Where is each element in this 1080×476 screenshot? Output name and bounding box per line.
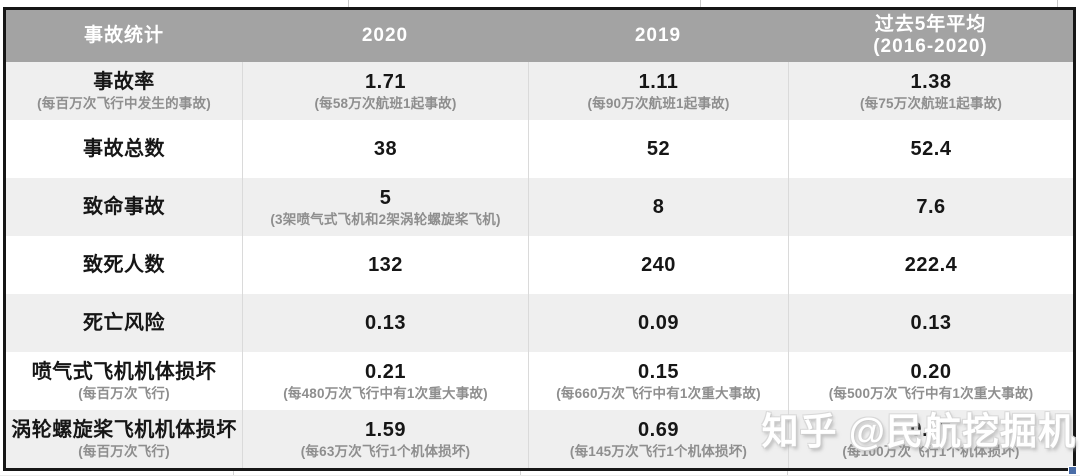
cell-2020: 1.59 (每63万次飞行1个机体损坏) bbox=[242, 410, 528, 468]
gridline-stub bbox=[700, 0, 701, 7]
cell-note: (每145万次飞行1个机体损坏) bbox=[569, 443, 748, 459]
cell-2019: 0.09 bbox=[528, 294, 788, 352]
table-row-turboprop-hull-losses: 涡轮螺旋桨飞机机体损坏 (每百万次飞行) 1.59 (每63万次飞行1个机体损坏… bbox=[6, 410, 1073, 468]
cell-value: 0.69 bbox=[638, 418, 679, 441]
zhihu-watermark: 知乎 @民航挖掘机 bbox=[761, 411, 1076, 452]
header-col-5yr-avg: 过去5年平均 (2016-2020) bbox=[788, 10, 1073, 62]
cell-value: 132 bbox=[368, 253, 403, 276]
row-label-note: (每百万次飞行中发生的事故) bbox=[37, 95, 211, 111]
table-row-fatal-accidents: 致命事故 5 (3架喷气式飞机和2架涡轮螺旋桨飞机) 8 7.6 bbox=[6, 178, 1073, 236]
cell-5yr-avg: 0.97 (每100万次飞行1个机体损坏) bbox=[788, 410, 1073, 468]
cell-value: 0.21 bbox=[365, 360, 406, 383]
row-label: 涡轮螺旋桨飞机机体损坏 bbox=[11, 418, 237, 441]
cell-2020: 0.21 (每480万次飞行中有1次重大事故) bbox=[242, 352, 528, 410]
table-row-total-accidents: 事故总数 38 52 52.4 bbox=[6, 120, 1073, 178]
row-label-cell: 致死人数 bbox=[6, 236, 242, 294]
cell-value: 0.09 bbox=[638, 311, 679, 334]
gridline-stub bbox=[787, 471, 788, 476]
cell-value: 0.20 bbox=[910, 360, 952, 383]
row-label-cell: 死亡风险 bbox=[6, 294, 242, 352]
cell-value: 38 bbox=[373, 137, 398, 160]
row-label: 致死人数 bbox=[83, 253, 165, 276]
cell-5yr-avg: 222.4 bbox=[788, 236, 1073, 294]
cell-value: 0.13 bbox=[910, 311, 952, 334]
table-header-row: 事故统计 2020 2019 过去5年平均 (2016-2020) bbox=[6, 10, 1073, 62]
cell-2019: 8 bbox=[528, 178, 788, 236]
cell-5yr-avg: 0.20 (每500万次飞行中有1次重大事故) bbox=[788, 352, 1073, 410]
accident-statistics-table: 事故统计 2020 2019 过去5年平均 (2016-2020) 事故率 (每… bbox=[3, 7, 1076, 471]
cell-2019: 1.11 (每90万次航班1起事故) bbox=[528, 62, 788, 120]
selection-fill-handle[interactable] bbox=[1068, 466, 1077, 475]
gridline-stub bbox=[520, 471, 521, 476]
cell-note: (每480万次飞行中有1次重大事故) bbox=[283, 385, 488, 401]
cell-value: 5 bbox=[379, 186, 392, 209]
header-col-2019-label: 2019 bbox=[634, 25, 682, 47]
cell-value: 52 bbox=[646, 137, 671, 160]
cell-note: (每90万次航班1起事故) bbox=[587, 95, 730, 111]
cell-note: (每63万次飞行1个机体损坏) bbox=[300, 443, 471, 459]
cell-value: 7.6 bbox=[916, 195, 946, 218]
cell-2019: 0.69 (每145万次飞行1个机体损坏) bbox=[528, 410, 788, 468]
cell-value: 1.59 bbox=[365, 418, 406, 441]
cell-note: (3架喷气式飞机和2架涡轮螺旋桨飞机) bbox=[270, 211, 501, 227]
cell-note: (每75万次航班1起事故) bbox=[859, 95, 1003, 111]
table-row-fatality-risk: 死亡风险 0.13 0.09 0.13 bbox=[6, 294, 1073, 352]
header-col-stats: 事故统计 bbox=[6, 10, 242, 62]
cell-2020: 132 bbox=[242, 236, 528, 294]
header-col-stats-label: 事故统计 bbox=[83, 25, 164, 47]
header-col-5yr-avg-label: 过去5年平均 bbox=[874, 14, 987, 36]
header-col-2019: 2019 bbox=[528, 10, 788, 62]
row-label-cell: 事故总数 bbox=[6, 120, 242, 178]
table-row-accident-rate: 事故率 (每百万次飞行中发生的事故) 1.71 (每58万次航班1起事故) 1.… bbox=[6, 62, 1073, 120]
cell-note: (每660万次飞行中有1次重大事故) bbox=[556, 385, 761, 401]
gridline-stub bbox=[1057, 0, 1058, 7]
row-label-note: (每百万次飞行) bbox=[78, 385, 170, 401]
row-label: 死亡风险 bbox=[83, 311, 165, 334]
cell-value: 1.38 bbox=[910, 70, 952, 93]
header-col-2020-label: 2020 bbox=[361, 25, 409, 47]
cell-5yr-avg: 7.6 bbox=[788, 178, 1073, 236]
cell-2020: 0.13 bbox=[242, 294, 528, 352]
cell-value: 1.11 bbox=[638, 70, 679, 93]
row-label: 事故总数 bbox=[83, 137, 165, 160]
cell-5yr-avg: 0.13 bbox=[788, 294, 1073, 352]
header-col-2020: 2020 bbox=[242, 10, 528, 62]
cell-note: (每58万次航班1起事故) bbox=[314, 95, 457, 111]
cell-2020: 38 bbox=[242, 120, 528, 178]
row-label-cell: 致命事故 bbox=[6, 178, 242, 236]
gridline-stub bbox=[233, 471, 234, 476]
gridline-stub bbox=[348, 0, 349, 7]
cell-value: 1.71 bbox=[365, 70, 406, 93]
cell-2019: 52 bbox=[528, 120, 788, 178]
cell-5yr-avg: 1.38 (每75万次航班1起事故) bbox=[788, 62, 1073, 120]
table-row-fatalities: 致死人数 132 240 222.4 bbox=[6, 236, 1073, 294]
cell-value: 222.4 bbox=[904, 253, 958, 276]
cell-2019: 240 bbox=[528, 236, 788, 294]
cell-2020: 1.71 (每58万次航班1起事故) bbox=[242, 62, 528, 120]
cell-2019: 0.15 (每660万次飞行中有1次重大事故) bbox=[528, 352, 788, 410]
cell-value: 0.15 bbox=[638, 360, 679, 383]
cell-value: 52.4 bbox=[910, 137, 952, 160]
cell-note: (每500万次飞行中有1次重大事故) bbox=[828, 385, 1034, 401]
row-label: 喷气式飞机机体损坏 bbox=[31, 360, 217, 383]
cell-2020: 5 (3架喷气式飞机和2架涡轮螺旋桨飞机) bbox=[242, 178, 528, 236]
cell-value: 0.97 bbox=[910, 418, 952, 441]
row-label-cell: 涡轮螺旋桨飞机机体损坏 (每百万次飞行) bbox=[6, 410, 242, 468]
row-label-note: (每百万次飞行) bbox=[78, 443, 170, 459]
cell-5yr-avg: 52.4 bbox=[788, 120, 1073, 178]
cell-value: 240 bbox=[641, 253, 676, 276]
row-label: 致命事故 bbox=[83, 195, 165, 218]
row-label-cell: 喷气式飞机机体损坏 (每百万次飞行) bbox=[6, 352, 242, 410]
cell-value: 0.13 bbox=[365, 311, 406, 334]
cell-note: (每100万次飞行1个机体损坏) bbox=[842, 443, 1020, 459]
table-row-jet-hull-losses: 喷气式飞机机体损坏 (每百万次飞行) 0.21 (每480万次飞行中有1次重大事… bbox=[6, 352, 1073, 410]
cell-value: 8 bbox=[652, 195, 665, 218]
row-label: 事故率 bbox=[93, 70, 155, 93]
row-label-cell: 事故率 (每百万次飞行中发生的事故) bbox=[6, 62, 242, 120]
header-col-5yr-avg-range: (2016-2020) bbox=[873, 36, 988, 57]
